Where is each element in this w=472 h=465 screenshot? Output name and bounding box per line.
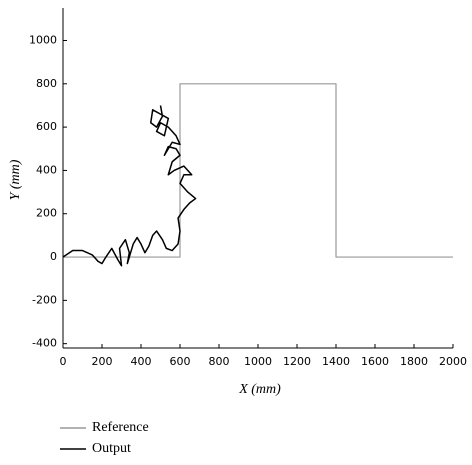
x-tick-label: 600 — [170, 355, 191, 368]
x-tick-label: 1800 — [400, 355, 428, 368]
y-tick-label: -400 — [32, 337, 57, 350]
y-tick-label: 400 — [36, 163, 57, 176]
x-tick-label: 2000 — [439, 355, 467, 368]
x-tick-label: 0 — [60, 355, 67, 368]
y-tick-label: -200 — [32, 293, 57, 306]
x-tick-label: 200 — [92, 355, 113, 368]
y-tick-label: 800 — [36, 77, 57, 90]
x-tick-label: 800 — [209, 355, 230, 368]
legend-label: Reference — [92, 420, 149, 435]
y-tick-label: 1000 — [29, 33, 57, 46]
y-axis-label: Y (mm) — [8, 159, 23, 200]
y-tick-label: 600 — [36, 120, 57, 133]
x-tick-label: 1600 — [361, 355, 389, 368]
series-line — [62, 105, 197, 267]
y-tick-label: 200 — [36, 207, 57, 220]
x-tick-label: 1400 — [322, 355, 350, 368]
x-tick-label: 1000 — [244, 355, 272, 368]
series-line — [63, 83, 453, 258]
y-tick-label: 0 — [50, 250, 57, 263]
legend-label: Output — [92, 441, 131, 456]
x-tick-label: 400 — [131, 355, 152, 368]
x-axis-label: X (mm) — [238, 382, 281, 397]
x-tick-label: 1200 — [283, 355, 311, 368]
